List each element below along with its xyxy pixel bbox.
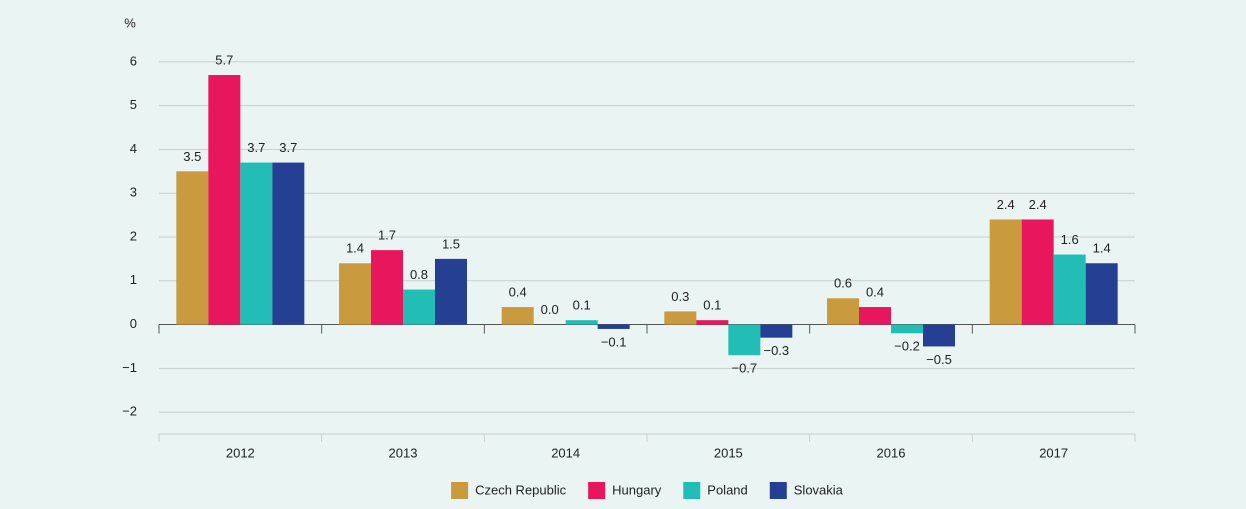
bar — [1085, 263, 1118, 325]
bar — [240, 162, 273, 325]
x-tick-label: 2014 — [551, 445, 580, 460]
data-label: 3.7 — [247, 140, 265, 155]
bar — [272, 162, 305, 325]
y-tick-label: 6 — [130, 53, 137, 68]
data-label: 1.6 — [1061, 232, 1079, 247]
bar — [891, 324, 923, 334]
legend-label: Czech Republic — [475, 482, 567, 497]
bar — [760, 324, 793, 338]
data-label: 0.6 — [834, 276, 852, 291]
data-label: 5.7 — [215, 52, 233, 67]
x-tick-label: 2012 — [226, 445, 255, 460]
y-tick-label: −2 — [122, 404, 137, 419]
bar — [597, 324, 630, 329]
bar — [1053, 254, 1086, 325]
legend-swatch — [769, 482, 787, 499]
bar — [435, 258, 467, 325]
data-label: −0.2 — [894, 339, 920, 354]
data-label: −0.5 — [926, 352, 952, 367]
legend-swatch — [683, 482, 701, 499]
x-tick-label: 2016 — [877, 445, 906, 460]
data-label: 3.7 — [279, 140, 297, 155]
y-tick-label: 3 — [130, 185, 137, 200]
y-tick-label: −1 — [122, 360, 137, 375]
data-label: −0.7 — [731, 361, 757, 376]
data-label: 3.5 — [183, 149, 201, 164]
data-label: 1.4 — [1093, 241, 1111, 256]
legend-swatch — [451, 482, 469, 499]
y-tick-label: 1 — [130, 272, 137, 287]
legend-label: Poland — [707, 482, 747, 497]
bar — [501, 307, 534, 325]
bar — [859, 307, 891, 325]
bar — [565, 320, 598, 325]
x-tick-label: 2017 — [1039, 445, 1068, 460]
data-label: 0.3 — [671, 289, 689, 304]
y-tick-label: 5 — [130, 97, 137, 112]
y-tick-label: 0 — [130, 316, 137, 331]
bar — [664, 311, 697, 325]
data-label: 2.4 — [997, 197, 1015, 212]
data-label: 0.1 — [703, 298, 721, 313]
data-label: −0.1 — [601, 334, 627, 349]
x-tick-label: 2015 — [714, 445, 743, 460]
bar — [176, 171, 209, 325]
y-tick-label: 2 — [130, 228, 137, 243]
bar — [371, 250, 403, 325]
bar — [989, 219, 1022, 325]
data-label: 0.8 — [410, 267, 428, 282]
bar — [728, 324, 761, 356]
data-label: 0.4 — [866, 284, 884, 299]
bar — [339, 263, 371, 325]
y-axis-label: % — [124, 15, 136, 30]
y-tick-label: 4 — [130, 141, 137, 156]
data-label: 0.0 — [541, 302, 559, 317]
data-label: 1.5 — [442, 236, 460, 251]
bar — [827, 298, 859, 325]
data-label: 0.4 — [509, 284, 527, 299]
x-tick-label: 2013 — [389, 445, 418, 460]
bar — [696, 320, 729, 325]
data-label: 2.4 — [1029, 197, 1047, 212]
data-label: 0.1 — [573, 298, 591, 313]
legend-label: Slovakia — [794, 482, 844, 497]
bar — [208, 75, 241, 325]
bar — [1021, 219, 1054, 325]
data-label: −0.3 — [763, 343, 789, 358]
legend-label: Hungary — [612, 482, 662, 497]
data-label: 1.4 — [346, 241, 364, 256]
bar — [923, 324, 955, 347]
legend-swatch — [588, 482, 606, 499]
bar — [403, 289, 435, 325]
data-label: 1.7 — [378, 228, 396, 243]
